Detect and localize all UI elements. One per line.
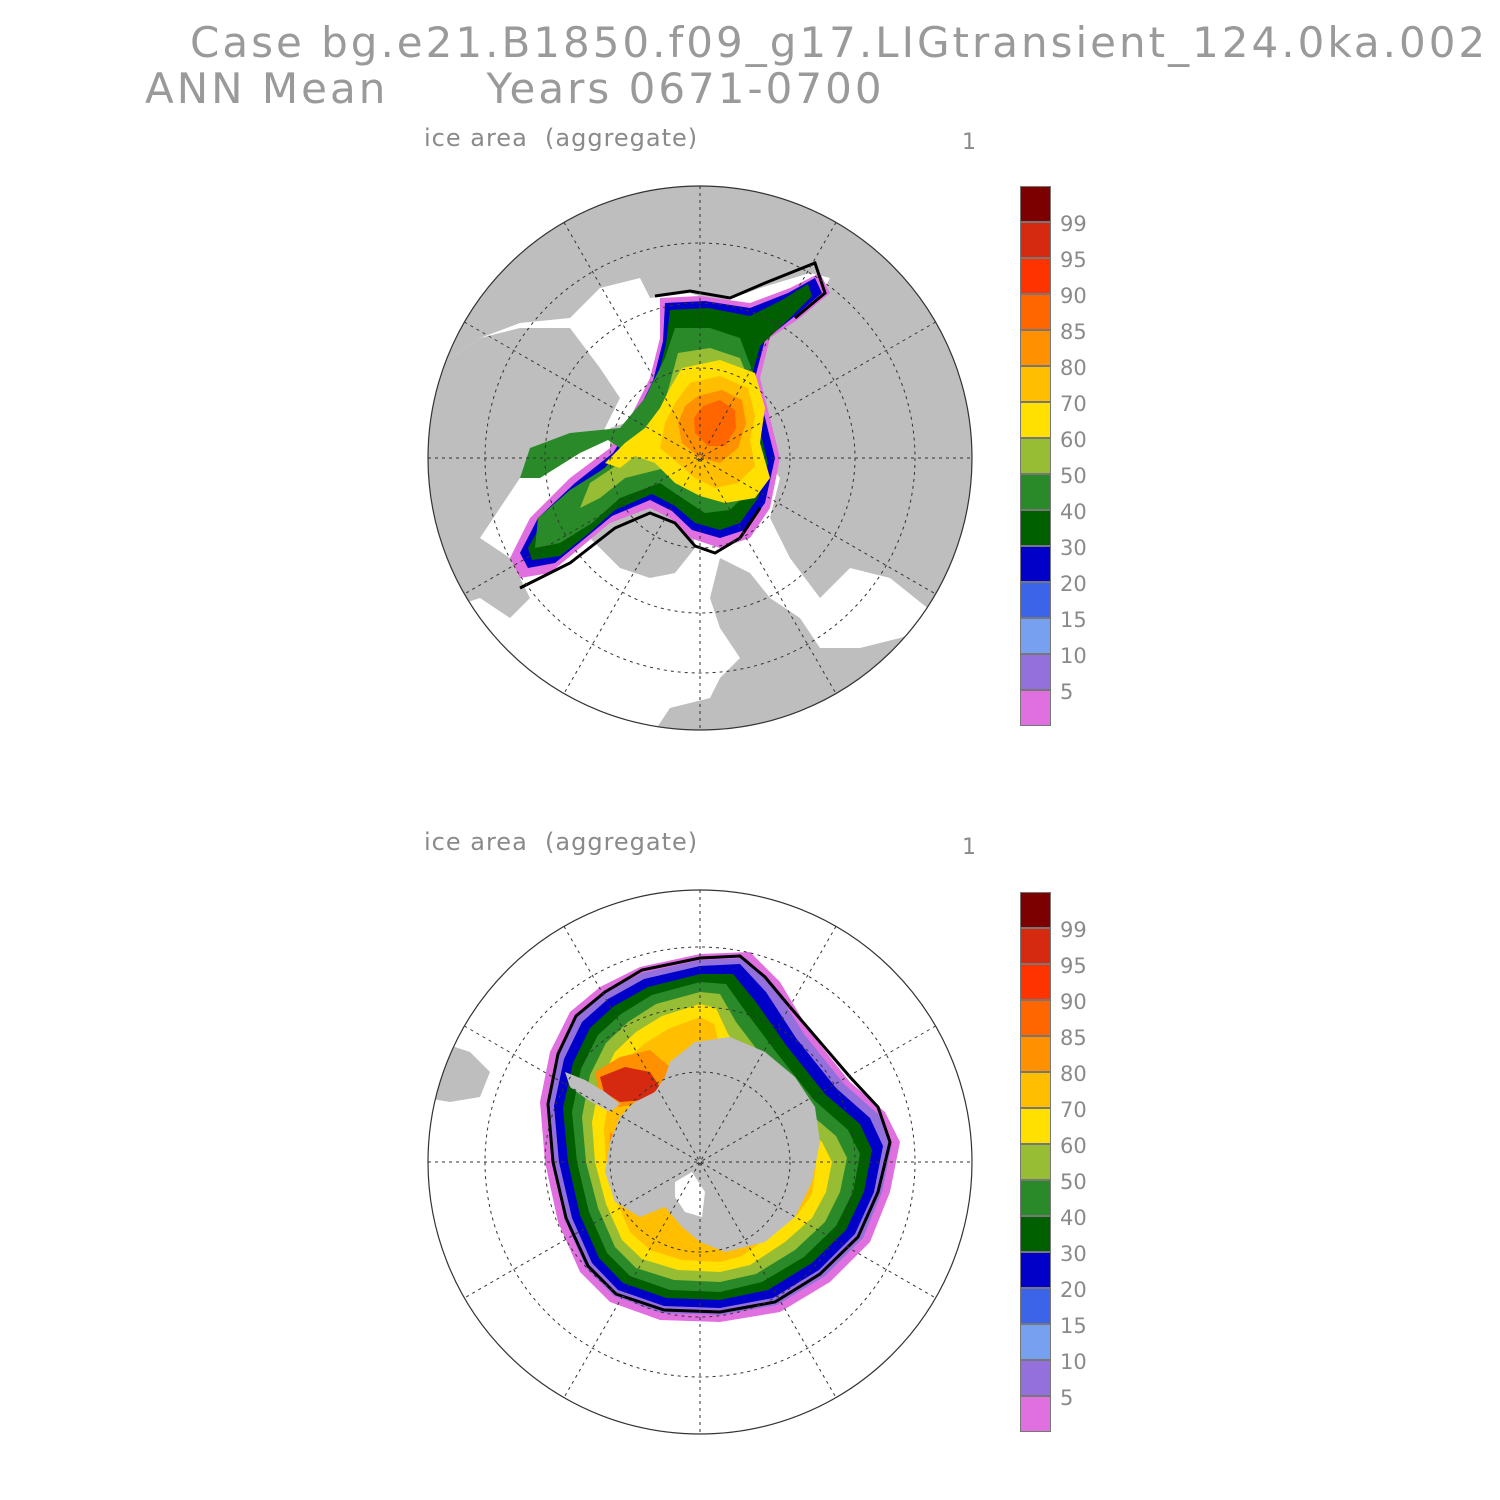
- colorbar-1-tick-label: 5: [1060, 680, 1074, 704]
- colorbar-1-tick-label: 15: [1060, 608, 1087, 632]
- colorbar-2-segment: [1020, 964, 1051, 1000]
- south-land-peninsula: [565, 1072, 620, 1112]
- south-observed-extent-line: [546, 954, 892, 1314]
- north-land-siberia: [428, 186, 972, 618]
- period-title: ANN Mean Years 0671-0700: [145, 64, 885, 113]
- colorbar-2-tick-label: 85: [1060, 1026, 1087, 1050]
- colorbar-2-tick-label: 50: [1060, 1170, 1087, 1194]
- colorbar-1-segment: [1020, 222, 1051, 258]
- colorbar-1-segment: [1020, 186, 1051, 222]
- north-polar-map: [427, 185, 973, 731]
- colorbar-1-tick-label: 60: [1060, 428, 1087, 452]
- north-land-america: [428, 328, 620, 618]
- panel-2-label: ice area (aggregate): [424, 828, 699, 856]
- south-land-ross-shelf: [675, 1172, 705, 1217]
- colorbar-1-tick-label: 20: [1060, 572, 1087, 596]
- south-graticule: [428, 890, 972, 1434]
- colorbar-2-segment: [1020, 1180, 1051, 1216]
- colorbar-1-tick-label: 95: [1060, 248, 1087, 272]
- colorbar-1-segment: [1020, 258, 1051, 294]
- colorbar-1-segment: [1020, 582, 1051, 618]
- colorbar-2-segment: [1020, 1000, 1051, 1036]
- colorbar-1-tick-label: 90: [1060, 284, 1087, 308]
- colorbar-2-tick-label: 90: [1060, 990, 1087, 1014]
- colorbar-1-segment: [1020, 546, 1051, 582]
- colorbar-2-tick-label: 5: [1060, 1386, 1074, 1410]
- colorbar-2-tick-label: 40: [1060, 1206, 1087, 1230]
- colorbar-2-segment: [1020, 1324, 1051, 1360]
- colorbar-1-segment: [1020, 474, 1051, 510]
- colorbar-2-tick-label: 60: [1060, 1134, 1087, 1158]
- case-title: Case bg.e21.B1850.f09_g17.LIGtransient_1…: [190, 18, 1489, 67]
- colorbar-1-segment: [1020, 618, 1051, 654]
- south-ice-weddell-red: [600, 1067, 660, 1102]
- colorbar-1-tick-label: 40: [1060, 500, 1087, 524]
- colorbar-1-segment: [1020, 366, 1051, 402]
- colorbar-1-tick-label: 10: [1060, 644, 1087, 668]
- colorbar-2-tick-label: 99: [1060, 918, 1087, 942]
- south-polar-map: [427, 889, 973, 1435]
- colorbar-2-segment: [1020, 1108, 1051, 1144]
- north-colorbar: 99 95 90 85 80 70 60 50 40 30 20 15 10 5: [1020, 186, 1140, 726]
- north-map-border: [427, 185, 973, 731]
- panel-2-index: 1: [962, 835, 976, 860]
- colorbar-2-tick-label: 70: [1060, 1098, 1087, 1122]
- colorbar-2-tick-label: 95: [1060, 954, 1087, 978]
- colorbar-2-segment: [1020, 1036, 1051, 1072]
- colorbar-1-segment: [1020, 438, 1051, 474]
- colorbar-2-segment: [1020, 928, 1051, 964]
- colorbar-1-segment: [1020, 294, 1051, 330]
- colorbar-2-segment: [1020, 1252, 1051, 1288]
- colorbar-2-tick-label: 15: [1060, 1314, 1087, 1338]
- colorbar-1-segment: [1020, 330, 1051, 366]
- north-graticule: [428, 186, 972, 730]
- colorbar-1-tick-label: 70: [1060, 392, 1087, 416]
- colorbar-1-segment: [1020, 654, 1051, 690]
- colorbar-1-tick-label: 99: [1060, 212, 1087, 236]
- colorbar-2-segment: [1020, 1360, 1051, 1396]
- colorbar-1-segment: [1020, 510, 1051, 546]
- colorbar-2-tick-label: 30: [1060, 1242, 1087, 1266]
- colorbar-2-segment: [1020, 1396, 1051, 1432]
- colorbar-2-tick-label: 20: [1060, 1278, 1087, 1302]
- south-colorbar: 99 95 90 85 80 70 60 50 40 30 20 15 10 5: [1020, 892, 1140, 1432]
- colorbar-1-segment: [1020, 402, 1051, 438]
- colorbar-1-tick-label: 85: [1060, 320, 1087, 344]
- colorbar-1-tick-label: 30: [1060, 536, 1087, 560]
- colorbar-1-tick-label: 50: [1060, 464, 1087, 488]
- colorbar-1-tick-label: 80: [1060, 356, 1087, 380]
- colorbar-2-segment: [1020, 1144, 1051, 1180]
- panel-1-label: ice area (aggregate): [424, 124, 699, 152]
- colorbar-2-segment: [1020, 892, 1051, 928]
- colorbar-2-segment: [1020, 1288, 1051, 1324]
- colorbar-2-tick-label: 80: [1060, 1062, 1087, 1086]
- colorbar-2-segment: [1020, 1216, 1051, 1252]
- colorbar-2-tick-label: 10: [1060, 1350, 1087, 1374]
- panel-1-index: 1: [962, 130, 976, 155]
- south-map-border: [427, 889, 973, 1435]
- north-ice-core: [694, 400, 736, 446]
- colorbar-1-segment: [1020, 690, 1051, 726]
- north-observed-extent-line: [519, 261, 827, 590]
- colorbar-2-segment: [1020, 1072, 1051, 1108]
